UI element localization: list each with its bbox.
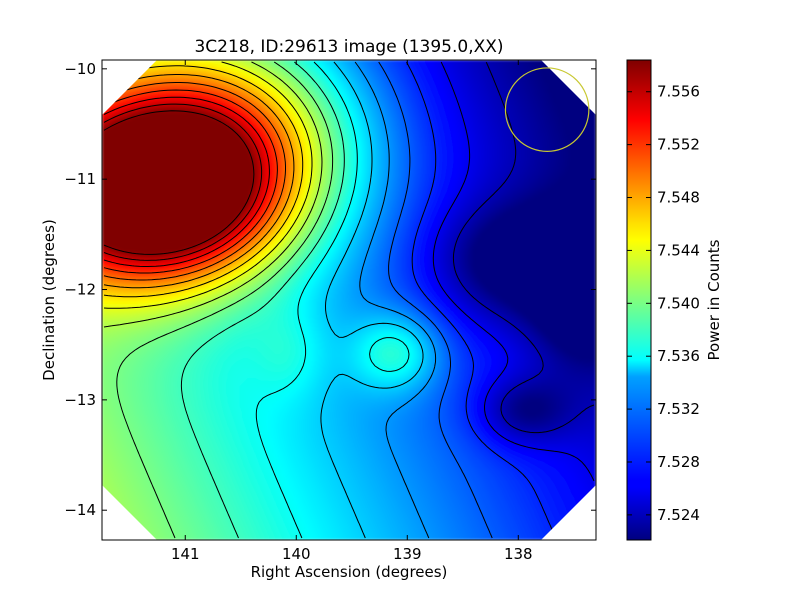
colorbar-tick-label: 7.540 [657, 294, 700, 312]
colorbar-tick-label: 7.544 [657, 241, 700, 259]
colorbar-ticks: 7.524 7.528 7.532 7.536 7.540 7.544 7.548 7.552… [627, 83, 700, 524]
colorbar-tick-label: 7.548 [657, 189, 700, 207]
x-tick-label: 138 [504, 545, 533, 563]
colorbar-tick-label: 7.532 [657, 400, 700, 418]
y-tick-label: −10 [64, 60, 96, 78]
contour-level-17 [103, 110, 255, 255]
x-axis-label: Right Ascension (degrees) [251, 563, 448, 581]
colorbar-tick-label: 7.536 [657, 347, 700, 365]
y-axis-label: Declination (degrees) [40, 219, 58, 381]
colorbar-tick-label: 7.556 [657, 83, 700, 101]
contour-level-0 [452, 61, 595, 434]
source-marker-circle [504, 67, 590, 152]
contour-level-6 [255, 61, 410, 539]
x-tick-label: 141 [171, 545, 200, 563]
y-tick-label: −14 [64, 501, 96, 519]
contour-level-12 [103, 74, 295, 289]
y-tick-label: −11 [64, 170, 96, 188]
contour-level-1 [432, 61, 595, 482]
contour-level-9 [103, 61, 323, 539]
contour-level-15 [103, 96, 270, 267]
y-tick-label: −13 [64, 391, 96, 409]
contour-level-5 [320, 61, 424, 539]
plot-frame [101, 59, 597, 541]
colorbar-tick-label: 7.524 [657, 506, 700, 524]
y-tick-label: −12 [64, 281, 96, 299]
contour-level-13 [103, 82, 286, 281]
colorbar-tick-label: 7.528 [657, 453, 700, 471]
contour-lines [103, 61, 595, 539]
x-tick-label: 140 [282, 545, 311, 563]
chart-title: 3C218, ID:29613 image (1395.0,XX) [194, 37, 503, 57]
contour-level-14 [103, 89, 278, 274]
contour-level-16 [103, 103, 263, 261]
colorbar [626, 59, 652, 541]
x-axis-ticks: 141 140 139 138 [171, 60, 533, 563]
contour-level-3 [378, 61, 493, 539]
contour-level-7 [180, 61, 345, 539]
x-tick-label: 139 [393, 545, 422, 563]
heatmap-image [102, 60, 596, 540]
contour-level-8 [116, 61, 334, 539]
colorbar-tick-label: 7.552 [657, 136, 700, 154]
contour-level-4 [354, 61, 437, 539]
y-axis-ticks: −10 −11 −12 −13 −14 [64, 60, 596, 519]
contour-level-2 [406, 61, 557, 539]
colorbar-label: Power in Counts [705, 239, 723, 360]
